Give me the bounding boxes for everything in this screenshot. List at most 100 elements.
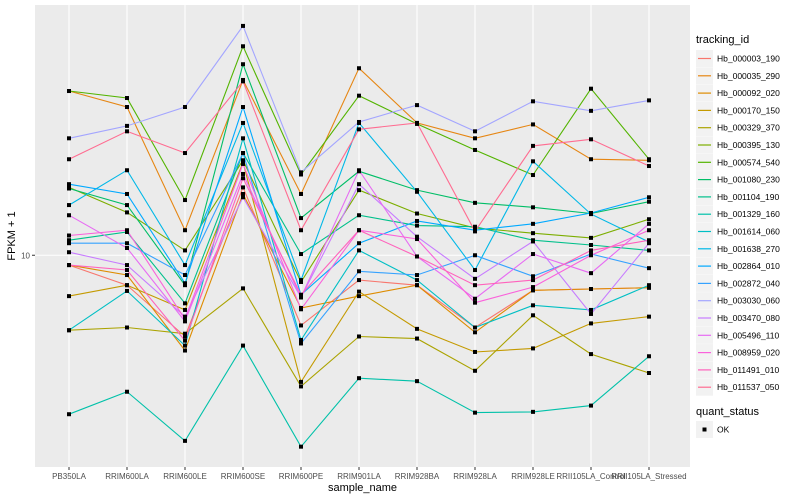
data-point xyxy=(647,266,651,271)
data-point xyxy=(589,253,593,258)
data-point xyxy=(299,191,303,196)
data-point xyxy=(67,294,71,299)
legend-item: Hb_002872_040 xyxy=(696,274,780,292)
data-point xyxy=(357,278,361,283)
legend-label: Hb_000329_370 xyxy=(717,123,780,133)
data-point xyxy=(125,168,129,173)
data-point xyxy=(589,242,593,247)
data-point xyxy=(473,136,477,141)
data-point xyxy=(531,409,535,414)
data-point xyxy=(589,403,593,408)
data-point xyxy=(183,307,187,312)
data-point xyxy=(415,237,419,242)
data-point xyxy=(125,105,129,110)
data-point xyxy=(125,263,129,268)
legend-label: Hb_000003_190 xyxy=(717,54,780,64)
shape-legend-item: OK xyxy=(696,421,730,438)
legend-item: Hb_002864_010 xyxy=(696,257,780,275)
x-axis: PB350LA RRIM600LA RRIM600LE RRIM600SE RRIM60… xyxy=(52,467,687,481)
data-point xyxy=(125,241,129,246)
data-point xyxy=(589,137,593,142)
data-point xyxy=(473,200,477,205)
legend-label: Hb_001104_190 xyxy=(717,192,780,202)
data-point xyxy=(589,352,593,357)
legend-item: Hb_011491_010 xyxy=(696,361,780,379)
data-point xyxy=(67,241,71,246)
data-point xyxy=(183,331,187,336)
data-point xyxy=(183,314,187,319)
data-point xyxy=(473,253,477,258)
data-point xyxy=(125,273,129,278)
data-point xyxy=(67,238,71,243)
legend-label: Hb_011491_010 xyxy=(717,365,780,375)
data-point xyxy=(357,248,361,253)
data-point xyxy=(589,235,593,240)
data-point xyxy=(241,191,245,196)
data-point xyxy=(357,119,361,124)
data-point xyxy=(473,283,477,288)
data-point xyxy=(357,241,361,246)
data-point xyxy=(589,157,593,162)
legend-label: Hb_002872_040 xyxy=(717,278,780,288)
color-legend-title: tracking_id xyxy=(696,34,749,46)
data-point xyxy=(415,273,419,278)
data-point xyxy=(531,288,535,293)
data-point xyxy=(357,93,361,98)
series-points xyxy=(67,23,651,449)
data-point xyxy=(531,173,535,178)
data-point xyxy=(183,273,187,278)
data-point xyxy=(531,122,535,127)
data-point xyxy=(183,338,187,343)
data-point xyxy=(589,210,593,215)
data-point xyxy=(647,164,651,169)
data-point xyxy=(125,191,129,196)
data-point xyxy=(183,343,187,348)
legend-item: Hb_001329_160 xyxy=(696,205,780,223)
data-point xyxy=(183,248,187,253)
data-point xyxy=(357,213,361,218)
data-point xyxy=(299,384,303,389)
data-point xyxy=(415,326,419,331)
data-point xyxy=(647,238,651,243)
data-point xyxy=(415,336,419,341)
data-point xyxy=(415,234,419,239)
data-point xyxy=(473,229,477,234)
legend-item: Hb_000395_130 xyxy=(696,136,780,154)
legend-label: Hb_008959_020 xyxy=(717,348,780,358)
data-point xyxy=(531,231,535,236)
data-point xyxy=(299,172,303,177)
data-point xyxy=(531,285,535,290)
data-point xyxy=(241,286,245,291)
data-point xyxy=(357,376,361,381)
data-point xyxy=(473,129,477,134)
legend-label: Hb_011537_050 xyxy=(717,382,780,392)
legend-label: Hb_003030_060 xyxy=(717,296,780,306)
data-point xyxy=(647,314,651,319)
data-point xyxy=(67,263,71,268)
legend-item: Hb_011537_050 xyxy=(696,378,780,396)
data-point xyxy=(299,444,303,449)
data-point xyxy=(183,281,187,286)
legend-label: Hb_001080_230 xyxy=(717,175,780,185)
data-point xyxy=(357,228,361,233)
data-point xyxy=(531,346,535,351)
x-tick-label: RRIM600LA xyxy=(105,472,149,481)
data-point xyxy=(183,334,187,339)
legend-label: Hb_005496_110 xyxy=(717,330,780,340)
data-point xyxy=(299,278,303,283)
data-point xyxy=(241,161,245,166)
data-point xyxy=(299,295,303,300)
data-point xyxy=(67,157,71,162)
data-point xyxy=(241,62,245,67)
data-point xyxy=(531,205,535,210)
x-tick-label: RRIM600SE xyxy=(221,472,265,481)
data-point xyxy=(357,188,361,193)
data-point xyxy=(241,195,245,200)
legend-item: Hb_001614_060 xyxy=(696,223,780,240)
data-point xyxy=(357,289,361,294)
data-point xyxy=(647,228,651,233)
data-point xyxy=(241,136,245,141)
data-point xyxy=(67,233,71,238)
data-point xyxy=(647,199,651,204)
data-point xyxy=(647,248,651,253)
